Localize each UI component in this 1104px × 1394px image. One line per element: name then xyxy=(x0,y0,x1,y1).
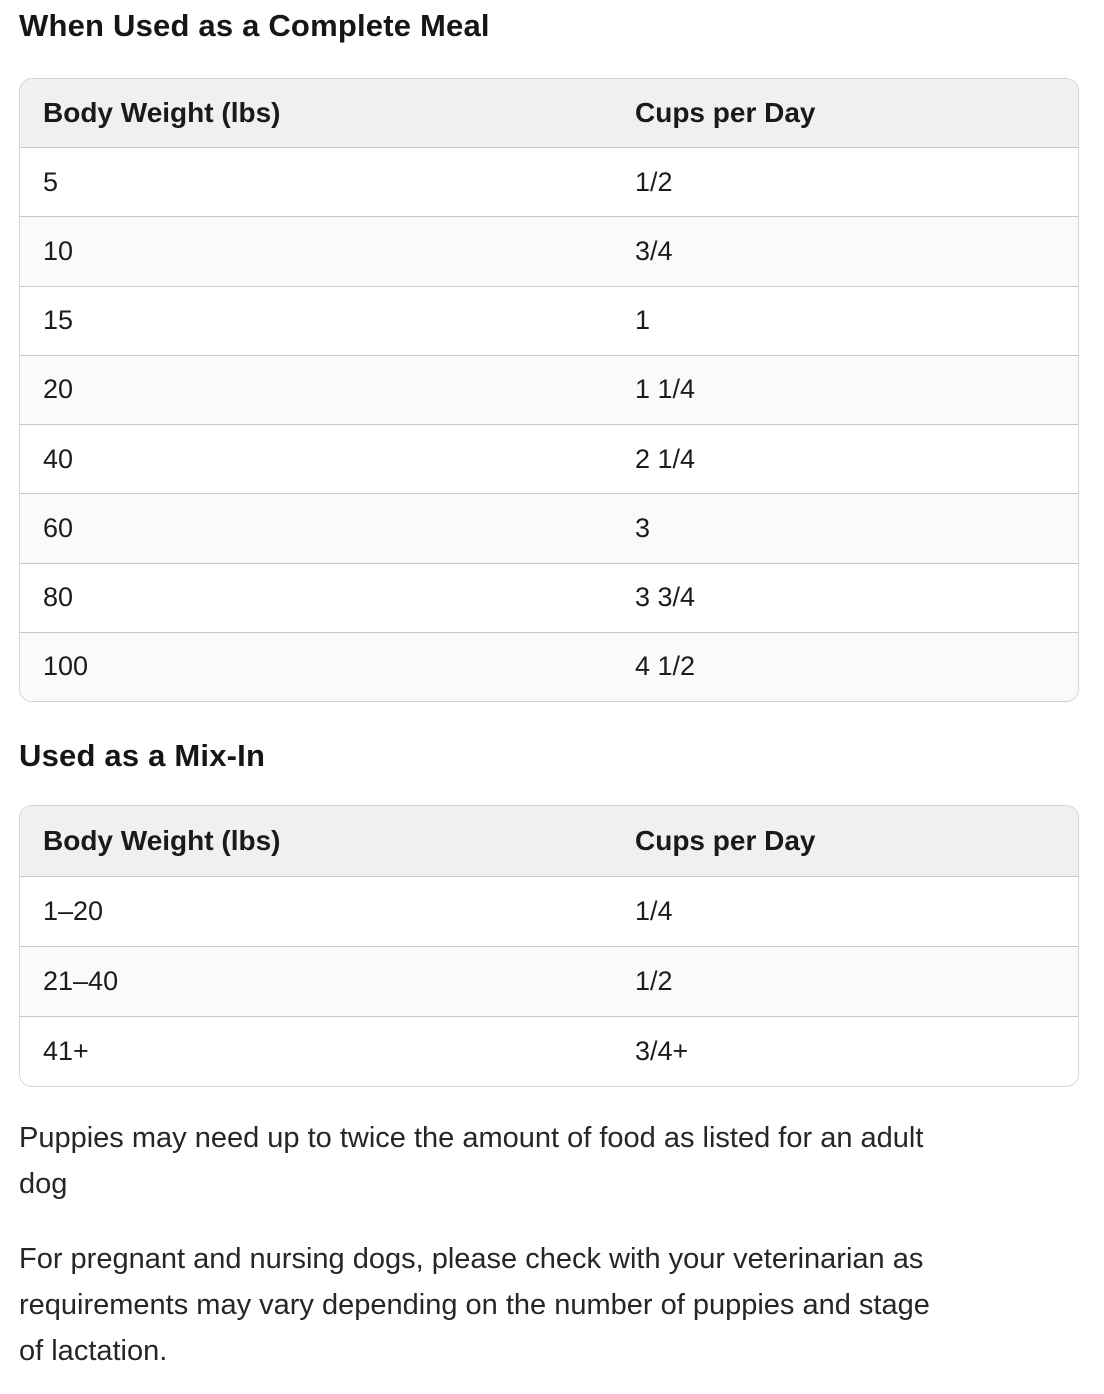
puppies-note: Puppies may need up to twice the amount … xyxy=(19,1122,924,1200)
cups-per-day-cell: 4 1/2 xyxy=(635,651,696,682)
column-header-body-weight: Body Weight (lbs) xyxy=(43,825,281,856)
complete-meal-heading: When Used as a Complete Meal xyxy=(19,8,490,43)
mix-in-heading: Used as a Mix-In xyxy=(19,738,266,773)
cups-per-day-cell: 1/2 xyxy=(635,966,673,996)
table-header-row: Body Weight (lbs) Cups per Day xyxy=(20,806,1078,876)
column-header-cups-per-day: Cups per Day xyxy=(635,97,816,128)
table-row: 10 3/4 xyxy=(20,216,1078,286)
table-row: 80 3 3/4 xyxy=(20,562,1078,632)
body-weight-cell: 15 xyxy=(43,305,74,336)
body-weight-cell: 40 xyxy=(43,443,74,474)
cups-per-day-cell: 3/4+ xyxy=(635,1036,689,1066)
table-row: 41+ 3/4+ xyxy=(20,1016,1078,1086)
cups-per-day-cell: 1/4 xyxy=(635,896,673,926)
cups-per-day-cell: 1 1/4 xyxy=(635,374,696,405)
body-weight-cell: 20 xyxy=(43,374,74,405)
body-weight-cell: 60 xyxy=(43,512,74,543)
table-row: 100 4 1/2 xyxy=(20,631,1078,701)
table-row: 1–20 1/4 xyxy=(20,876,1078,946)
table-header-row: Body Weight (lbs) Cups per Day xyxy=(20,79,1078,147)
column-header-body-weight: Body Weight (lbs) xyxy=(43,97,281,128)
body-weight-cell: 41+ xyxy=(43,1036,89,1066)
cups-per-day-cell: 1/2 xyxy=(635,166,673,197)
table-row: 20 1 1/4 xyxy=(20,354,1078,424)
feeding-guide: When Used as a Complete Meal Body Weight… xyxy=(19,7,1079,1374)
cups-per-day-cell: 3/4 xyxy=(635,235,673,266)
pregnant-nursing-note: For pregnant and nursing dogs, please ch… xyxy=(19,1243,930,1367)
body-weight-cell: 100 xyxy=(43,651,89,682)
table-row: 15 1 xyxy=(20,285,1078,355)
body-weight-cell: 10 xyxy=(43,235,74,266)
table-row: 21–40 1/2 xyxy=(20,946,1078,1016)
column-header-cups-per-day: Cups per Day xyxy=(635,825,816,856)
body-weight-cell: 5 xyxy=(43,166,59,197)
complete-meal-table: Body Weight (lbs) Cups per Day 5 1/2 10 … xyxy=(19,78,1079,702)
cups-per-day-cell: 1 xyxy=(635,305,651,336)
cups-per-day-cell: 3 xyxy=(635,512,651,543)
table-row: 40 2 1/4 xyxy=(20,424,1078,494)
table-row: 60 3 xyxy=(20,493,1078,563)
mix-in-table: Body Weight (lbs) Cups per Day 1–20 1/4 … xyxy=(19,805,1079,1087)
cups-per-day-cell: 2 1/4 xyxy=(635,443,696,474)
body-weight-cell: 80 xyxy=(43,582,74,613)
cups-per-day-cell: 3 3/4 xyxy=(635,582,696,613)
body-weight-cell: 21–40 xyxy=(43,966,119,996)
body-weight-cell: 1–20 xyxy=(43,896,104,926)
table-row: 5 1/2 xyxy=(20,147,1078,217)
